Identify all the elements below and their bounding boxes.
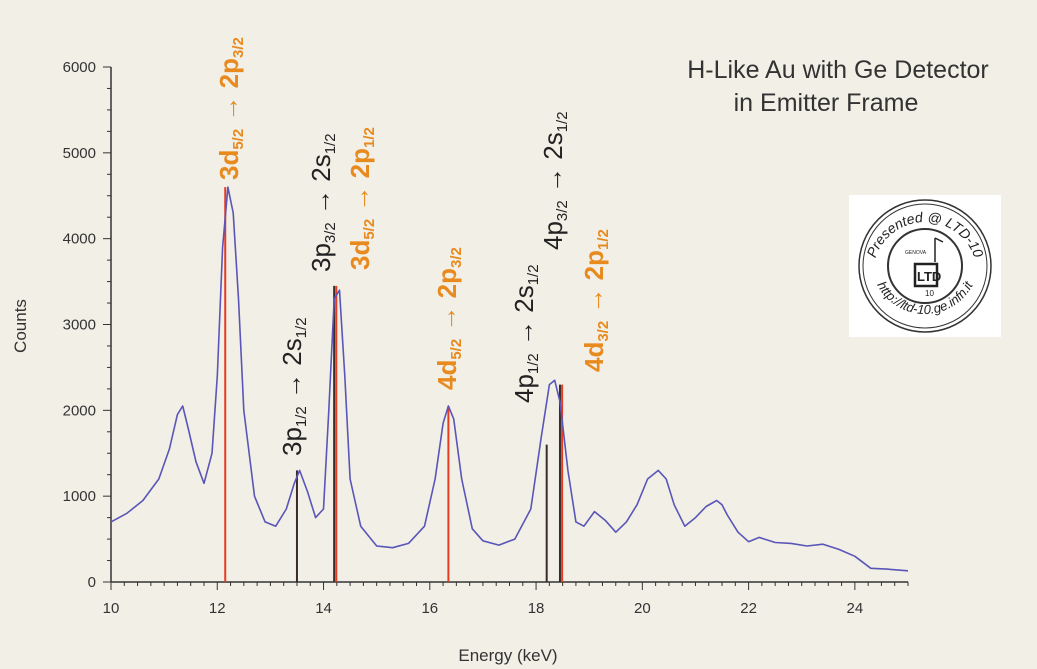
y-axis-label: Counts <box>11 299 30 353</box>
x-tick-label: 14 <box>315 600 332 617</box>
conference-stamp: Presented @ LTD-10 http://ltd-10.ge.infn… <box>849 195 1001 337</box>
svg-text:GENOVA: GENOVA <box>905 250 927 256</box>
transition-label: 3p3/2 → 2s1/2 <box>306 133 339 272</box>
x-axis-label: Energy (keV) <box>458 646 557 665</box>
transition-lines <box>224 187 564 582</box>
x-tick-label: 22 <box>740 600 757 617</box>
x-tick-label: 12 <box>209 600 226 617</box>
x-tick-label: 24 <box>847 600 864 617</box>
x-tick-label: 18 <box>528 600 545 617</box>
chart-title-line1: H-Like Au with Ge Detector <box>687 56 989 84</box>
y-tick-label: 2000 <box>63 402 96 419</box>
y-tick-label: 5000 <box>63 145 96 162</box>
x-tick-label: 10 <box>103 600 120 617</box>
y-tick-label: 3000 <box>63 317 96 334</box>
spectrum-line <box>110 186 909 572</box>
transition-label: 4p3/2 → 2s1/2 <box>538 111 571 250</box>
axes: 10 12 14 16 18 20 22 24 0 1000 2000 3000 4000 5000 600… <box>63 59 909 617</box>
svg-text:LTD: LTD <box>917 269 941 284</box>
chart-title-line2: in Emitter Frame <box>734 89 919 117</box>
y-tick-label: 0 <box>88 574 96 591</box>
transition-label: 3d5/2 → 2p3/2 <box>214 37 247 180</box>
transition-label: 4d5/2 → 2p3/2 <box>432 247 465 390</box>
svg-text:10: 10 <box>925 289 934 298</box>
transition-label: 4d3/2 → 2p1/2 <box>579 229 612 372</box>
y-tick-label: 6000 <box>63 59 96 76</box>
transition-label: 4p1/2 → 2s1/2 <box>509 264 542 403</box>
spectrum-series <box>110 186 909 572</box>
x-tick-label: 16 <box>421 600 438 617</box>
y-tick-label: 4000 <box>63 231 96 248</box>
transition-label: 3p1/2 → 2s1/2 <box>277 317 310 456</box>
y-tick-label: 1000 <box>63 488 96 505</box>
transition-label: 3d5/2 → 2p1/2 <box>345 127 378 270</box>
transition-labels: 3d5/2 → 2p3/2 3p1/2 → 2s1/2 3p3/2 → 2s1/23… <box>214 37 612 456</box>
x-tick-label: 20 <box>634 600 651 617</box>
